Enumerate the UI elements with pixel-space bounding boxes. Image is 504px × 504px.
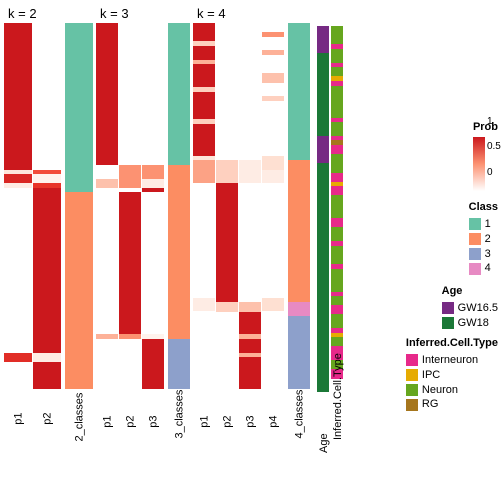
legend-celltype: Inferred.Cell.Type InterneuronIPCNeuronRG	[406, 336, 498, 412]
heatmap-column	[4, 23, 32, 389]
legend-title: Class	[469, 200, 498, 215]
legend-label: GW16.5	[458, 301, 498, 316]
swatch	[469, 218, 481, 230]
legend-item: 2	[469, 232, 498, 247]
annotation-label: Inferred.Cell.Type	[332, 426, 344, 440]
swatch	[406, 354, 418, 366]
tick-label: 0.5	[487, 140, 501, 154]
x-axis-label: p3	[148, 416, 160, 439]
class-column	[65, 23, 93, 389]
legend-age: Age GW16.5GW18	[442, 284, 498, 331]
heatmap-column	[119, 23, 141, 389]
swatch	[442, 302, 454, 314]
legend-label: Neuron	[422, 383, 458, 398]
swatch	[469, 263, 481, 275]
legend-item: RG	[406, 397, 498, 412]
heatmap-body	[96, 23, 191, 389]
panel-title: k = 4	[197, 6, 311, 21]
legend-item: 1	[469, 217, 498, 232]
x-axis-label: p2	[42, 413, 54, 442]
swatch	[469, 248, 481, 260]
class-column	[168, 23, 190, 389]
legend-label: Interneuron	[422, 353, 478, 368]
x-axis-label: 2_classes	[74, 413, 86, 442]
legend-label: 3	[485, 247, 491, 262]
legend-item: Neuron	[406, 383, 498, 398]
tick-label: 0	[487, 166, 501, 180]
heatmap-column	[96, 23, 118, 389]
panel-title: k = 3	[100, 6, 191, 21]
annotation-columns: AgeInferred.Cell.Type	[317, 26, 345, 464]
legend-label: 1	[485, 217, 491, 232]
legend-item: 4	[469, 261, 498, 276]
heatmap-panel: k = 4 p1 p2 p3 p4 4_classes	[193, 6, 311, 464]
legend-item: GW16.5	[442, 301, 498, 316]
heatmap-column	[216, 23, 238, 389]
legend-label: 4	[485, 261, 491, 276]
heatmap-body	[193, 23, 311, 389]
heatmap-column	[262, 23, 284, 389]
panel-title: k = 2	[8, 6, 94, 21]
annotation-wrap: Inferred.Cell.Type	[331, 26, 345, 464]
x-axis-label: 3_classes	[174, 416, 186, 439]
x-axis-label: p1	[102, 416, 114, 439]
legend-title: Age	[442, 284, 498, 299]
heatmap-column	[142, 23, 164, 389]
tick-label: 1	[487, 115, 501, 129]
swatch	[406, 369, 418, 381]
x-axis-label: p1	[13, 413, 25, 442]
x-axis-label: 4_classes	[294, 416, 306, 439]
colorbar	[473, 137, 485, 191]
swatch	[442, 317, 454, 329]
heatmap-panels: k = 2p1p22_classesk = 3p1p2p33_classesk …	[4, 6, 313, 464]
x-axis-label: p3	[245, 416, 257, 439]
heatmap-column	[193, 23, 215, 389]
annotation-column-age	[317, 26, 329, 392]
class-column	[288, 23, 310, 389]
legend-item: IPC	[406, 368, 498, 383]
legend-class: Class 1234	[469, 200, 498, 276]
x-labels: p1 p2 p3 p4 4_classes	[193, 391, 311, 461]
legend-title: Inferred.Cell.Type	[406, 336, 498, 351]
legend-item: GW18	[442, 316, 498, 331]
legend-label: GW18	[458, 316, 489, 331]
x-axis-label: p1	[199, 416, 211, 439]
annotation-column-celltype	[331, 26, 343, 379]
legend-label: 2	[485, 232, 491, 247]
annotation-label: Age	[318, 439, 330, 453]
heatmap-panel: k = 3 p1 p2 p3 3_classes	[96, 6, 191, 464]
heatmap-panel: k = 2 p1 p2 2_classes	[4, 6, 94, 464]
legend-label: IPC	[422, 368, 440, 383]
x-axis-label: p2	[125, 416, 137, 439]
swatch	[469, 233, 481, 245]
legend-prob: Prob 10.50	[473, 120, 498, 191]
legend-item: Interneuron	[406, 353, 498, 368]
x-axis-label: p2	[222, 416, 234, 439]
heatmap-column	[239, 23, 261, 389]
x-labels: p1 p2 2_classes	[4, 391, 94, 461]
swatch	[406, 384, 418, 396]
annotation-wrap: Age	[317, 26, 331, 464]
colorbar-ticks: 10.50	[487, 115, 501, 179]
heatmap-column	[33, 23, 61, 389]
heatmap-body	[4, 23, 94, 389]
x-axis-label: p4	[268, 416, 280, 439]
x-labels: p1 p2 p3 3_classes	[96, 391, 191, 461]
legend-label: RG	[422, 397, 439, 412]
swatch	[406, 399, 418, 411]
legend-item: 3	[469, 247, 498, 262]
